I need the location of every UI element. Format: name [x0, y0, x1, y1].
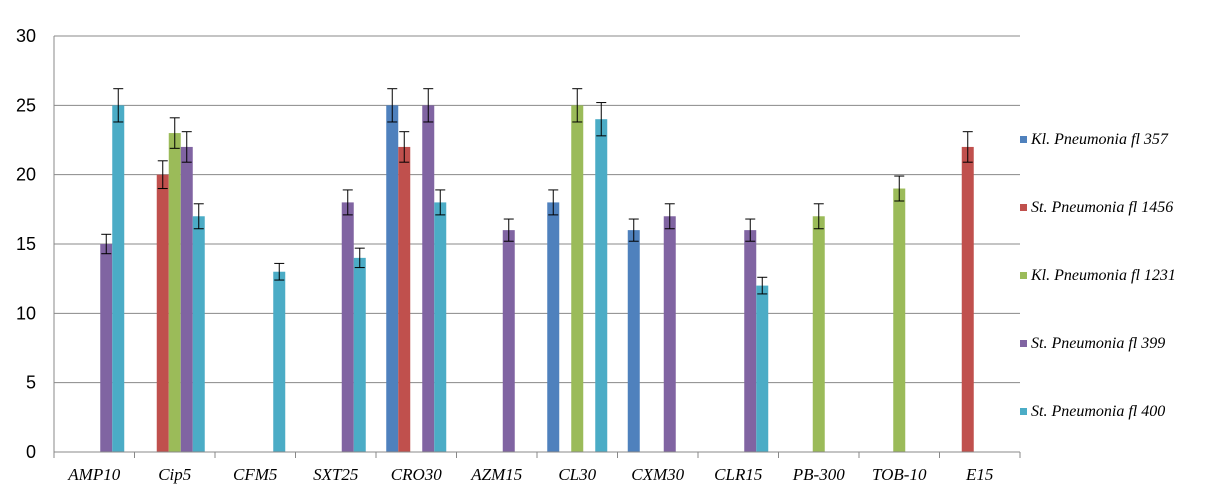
- x-tick-label: CXM30: [631, 465, 684, 484]
- bar: [156, 174, 169, 452]
- x-tick-label: CFM5: [233, 465, 277, 484]
- bar: [422, 105, 435, 452]
- bar: [812, 216, 825, 452]
- bars: [100, 105, 974, 453]
- bar: [180, 146, 193, 452]
- axes: [53, 36, 1021, 458]
- legend-label: St. Pneumonia fl 400: [1031, 403, 1165, 420]
- x-axis-ticks: AMP10 Cip5 CFM5 SXT25 CRO30 AZM15 CL30 CXM30 CLR…: [67, 465, 993, 484]
- x-tick-label: E15: [965, 465, 993, 484]
- bar: [353, 257, 366, 452]
- x-tick-label: AMP10: [67, 465, 120, 484]
- x-tick-label: CRO30: [391, 465, 443, 484]
- bar: [744, 230, 757, 452]
- bar: [893, 188, 906, 453]
- bar: [434, 202, 447, 452]
- y-tick-label: 0: [26, 442, 36, 462]
- y-tick-label: 5: [26, 373, 36, 393]
- bar: [341, 202, 354, 452]
- bar: [502, 230, 515, 452]
- bar: [571, 105, 584, 452]
- y-tick-label: 25: [16, 95, 36, 115]
- y-tick-label: 15: [16, 234, 36, 254]
- legend-swatch: [1020, 408, 1027, 415]
- bar: [756, 285, 769, 452]
- y-axis-ticks: 0 5 10 15 20 25 30: [16, 26, 36, 462]
- legend-label: Kl. Pneumonia fl 357: [1030, 131, 1169, 148]
- x-tick-label: SXT25: [313, 465, 358, 484]
- bar: [961, 146, 974, 452]
- legend-label: St. Pneumonia fl 399: [1031, 335, 1165, 352]
- x-tick-label: AZM15: [470, 465, 522, 484]
- y-tick-label: 20: [16, 165, 36, 185]
- bar: [386, 105, 399, 452]
- bar: [663, 216, 676, 452]
- bar: [168, 133, 181, 453]
- bar: [547, 202, 560, 452]
- x-tick-label: Cip5: [158, 465, 191, 484]
- x-tick-label: CL30: [558, 465, 596, 484]
- gridlines: [54, 35, 1020, 384]
- bar: [627, 230, 640, 452]
- x-tick-label: PB-300: [792, 465, 845, 484]
- y-tick-label: 30: [16, 26, 36, 46]
- error-bars: [101, 88, 973, 295]
- legend-label: St. Pneumonia fl 1456: [1031, 199, 1173, 216]
- bar: [595, 119, 608, 452]
- legend-swatch: [1020, 204, 1027, 211]
- x-tick-label: CLR15: [714, 465, 762, 484]
- y-tick-label: 10: [16, 303, 36, 323]
- bar: [100, 244, 113, 452]
- legend-swatch: [1020, 272, 1027, 279]
- bar: [112, 105, 125, 452]
- bar: [273, 271, 286, 452]
- legend-swatch: [1020, 340, 1027, 347]
- legend-label: Kl. Pneumonia fl 1231: [1030, 267, 1176, 284]
- legend-swatch: [1020, 136, 1027, 143]
- x-tick-label: TOB-10: [872, 465, 927, 484]
- bar: [398, 146, 411, 452]
- legend: Kl. Pneumonia fl 357 St. Pneumonia fl 145…: [1020, 131, 1176, 420]
- bar: [192, 216, 205, 452]
